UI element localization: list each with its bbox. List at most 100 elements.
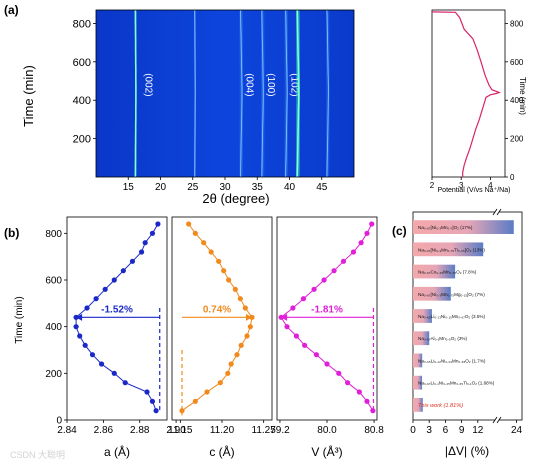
lattice-point xyxy=(242,305,248,311)
y-tick-label: 200 xyxy=(73,134,91,146)
lattice-point xyxy=(179,408,185,414)
potential-curve-plot: 2 3 4 0 200 400 600 800 xyxy=(430,9,524,190)
lattice-point xyxy=(232,286,238,292)
bar-x-tick-label: 24 xyxy=(511,425,523,436)
y-tick-label: 400 xyxy=(73,95,91,107)
lattice-point xyxy=(138,249,145,255)
lattice-point xyxy=(302,342,308,348)
lattice-point xyxy=(284,324,290,330)
potential-x-tick-label: 3 xyxy=(459,181,464,190)
lattice-point xyxy=(293,333,300,339)
bar-x-tick-label: 6 xyxy=(443,425,449,436)
y-tick-label: 600 xyxy=(73,57,91,69)
lattice-point xyxy=(324,361,330,367)
bar-label: Na₀.₆₇Al₀.₁Mn₀.₉O₂ (3%) xyxy=(418,336,467,341)
lattice-point xyxy=(336,370,342,376)
lattice-point xyxy=(98,361,105,367)
bar xyxy=(413,398,423,412)
lattice-x-tick-label: 2.86 xyxy=(94,425,114,436)
bar xyxy=(413,331,430,346)
lattice-x-tick-label: 79.2 xyxy=(270,425,290,436)
lattice-y-tick-label: 800 xyxy=(45,229,62,240)
lattice-annotation: -1.52% xyxy=(101,304,133,315)
lattice-point xyxy=(340,258,347,264)
bar-label: Na₀.₆₇[Ni₀.₃Mn₀.₇₅Mg₀.₁₅]O₂ (7%) xyxy=(418,292,485,297)
lattice-point xyxy=(228,361,234,367)
watermark: CSDN 大聪明 xyxy=(10,449,65,460)
lattice-point xyxy=(313,352,320,358)
bar-label: Na₀.₆₅Li₀.₁₂Ni₀.₂₃Mn₀.₆₅O₂ (1.7%) xyxy=(418,358,486,363)
lattice-x-axis-label: V (Å³) xyxy=(311,444,342,459)
reflection-label: (004) xyxy=(243,73,254,96)
potential-y-tick-label: 800 xyxy=(510,19,524,28)
reflection-label: (100) xyxy=(265,73,276,96)
potential-y-tick-label: 200 xyxy=(510,135,524,144)
lattice-point xyxy=(208,249,214,255)
lattice-arrowhead xyxy=(76,313,83,321)
heatmap-background xyxy=(96,10,354,177)
lattice-point xyxy=(216,258,222,264)
bar xyxy=(413,264,456,279)
lattice-point xyxy=(221,268,227,274)
bar-label: Na₀.₆₇Co₀.₂₅Mn₀.₇₅O₂ (7.8%) xyxy=(418,270,477,275)
lattice-y-tick-label: 600 xyxy=(45,276,62,287)
lattice-point xyxy=(350,249,357,255)
lattice-x-tick-label: 80.0 xyxy=(317,425,337,436)
bar-x-tick-label: 0 xyxy=(410,425,416,436)
lattice-point xyxy=(111,370,117,376)
x-tick-label: 15 xyxy=(123,182,135,193)
lattice-point xyxy=(77,333,83,339)
lattice-x-tick-label: 11.15 xyxy=(168,425,193,436)
potential-x-axis-label: Potential (V/vs Na⁺/Na) xyxy=(438,187,511,194)
lattice-point xyxy=(144,389,150,395)
axis-break-mask-bottom xyxy=(495,417,499,423)
lattice-point xyxy=(73,324,79,330)
potential-x-tick-label: 2 xyxy=(430,181,435,190)
bar xyxy=(413,286,451,301)
lattice-annotation: 0.74% xyxy=(203,304,231,315)
y-tick-label: 800 xyxy=(73,18,91,30)
lattice-point xyxy=(201,240,207,246)
lattice-point xyxy=(331,268,337,274)
lattice-arrowhead xyxy=(246,313,252,321)
potential-line xyxy=(431,11,501,177)
lattice-point xyxy=(155,221,161,227)
bar-x-tick-label: 9 xyxy=(459,425,465,436)
lattice-point xyxy=(344,380,351,386)
axis-break-mark xyxy=(496,208,502,216)
x-tick-label: 20 xyxy=(155,182,167,193)
lattice-point xyxy=(192,230,198,236)
potential-y-tick-label: 400 xyxy=(510,96,524,105)
potential-y-tick-label: 0 xyxy=(510,173,515,182)
lattice-arrowhead xyxy=(281,313,288,321)
potential-y-tick-label: 600 xyxy=(510,58,524,67)
bar-label: Na₀.₆₇[Ni₀.₃Mn₀.₇₅Ti₀.₀₅]O₂ (13%) xyxy=(418,247,485,252)
lattice-annotation: -1.81% xyxy=(311,304,343,315)
volume-change-bar-chart: Na₀.₆₇[Ni₀.₃Mn₀.₇]O₂ (17%) Na₀.₆₇[Ni₀.₃Mn… xyxy=(410,208,523,436)
bar-x-axis-label: |ΔV| (%) xyxy=(445,444,489,458)
lattice-parameter-plots: 0 200 400 600 800 -1.52% 2.84 2.86 2.88 2.90 a (Å)… xyxy=(45,216,384,459)
x-tick-label: 35 xyxy=(252,182,264,193)
axis-break-mark xyxy=(496,416,502,424)
reflection-line xyxy=(326,9,329,178)
lattice-point xyxy=(82,342,88,348)
lattice-x-tick-label: 2.88 xyxy=(130,425,150,436)
reflection-label: (002) xyxy=(142,73,153,96)
bar xyxy=(413,375,423,390)
axis-break-mark xyxy=(492,416,498,424)
lattice-point xyxy=(93,296,99,302)
bar-label: Na₀.₆₇Li₀.₁Ni₀.₂₅Mn₀.₆₅Ti₀.₁O₂ (1.68%) xyxy=(418,381,495,386)
bar xyxy=(413,242,484,257)
bar xyxy=(413,353,423,368)
lattice-point xyxy=(356,389,362,395)
bar xyxy=(413,309,432,323)
lattice-point xyxy=(129,258,136,264)
lattice-point xyxy=(149,398,156,404)
reflection-line xyxy=(296,9,300,178)
heatmap-x-axis-label: 2θ (degree) xyxy=(202,191,269,206)
lattice-y-axis-label: Time (min) xyxy=(14,296,25,343)
reflection-line xyxy=(261,9,264,178)
lattice-point xyxy=(311,286,317,292)
lattice-frame xyxy=(171,216,273,421)
